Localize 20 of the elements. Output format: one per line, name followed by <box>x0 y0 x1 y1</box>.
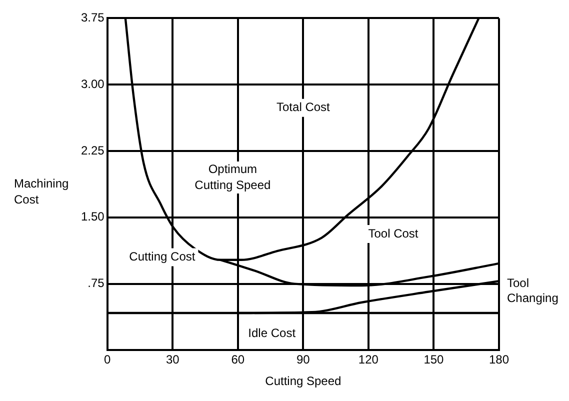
y-tick-label: 3.00 <box>80 76 105 91</box>
y-tick-label: 1.50 <box>80 210 105 224</box>
annotation: Tool Cost <box>368 226 419 240</box>
x-tick-label: 120 <box>358 352 379 367</box>
x-tick-label: 60 <box>231 352 245 367</box>
x-tick-label: 150 <box>424 352 444 367</box>
annotation: Cutting Cost <box>129 250 196 264</box>
y-tick-label: 2.25 <box>80 143 105 158</box>
annotation: Total Cost <box>276 100 331 114</box>
annotation: Optimum Cutting Speed <box>194 162 271 192</box>
x-tick-label: 90 <box>296 352 310 367</box>
x-tick-label: 30 <box>166 352 180 367</box>
text: Tool Changing <box>507 276 558 306</box>
y-tick-label: 3.75 <box>80 10 105 25</box>
annotation: Idle Cost <box>248 326 296 340</box>
x-tick-label: 180 <box>488 352 510 367</box>
y-axis-title: Machining Cost <box>14 176 69 207</box>
y-tick-label: .75 <box>88 276 105 290</box>
x-axis-title: Cutting Speed <box>265 374 342 388</box>
x-tick-label: 0 <box>104 352 112 367</box>
